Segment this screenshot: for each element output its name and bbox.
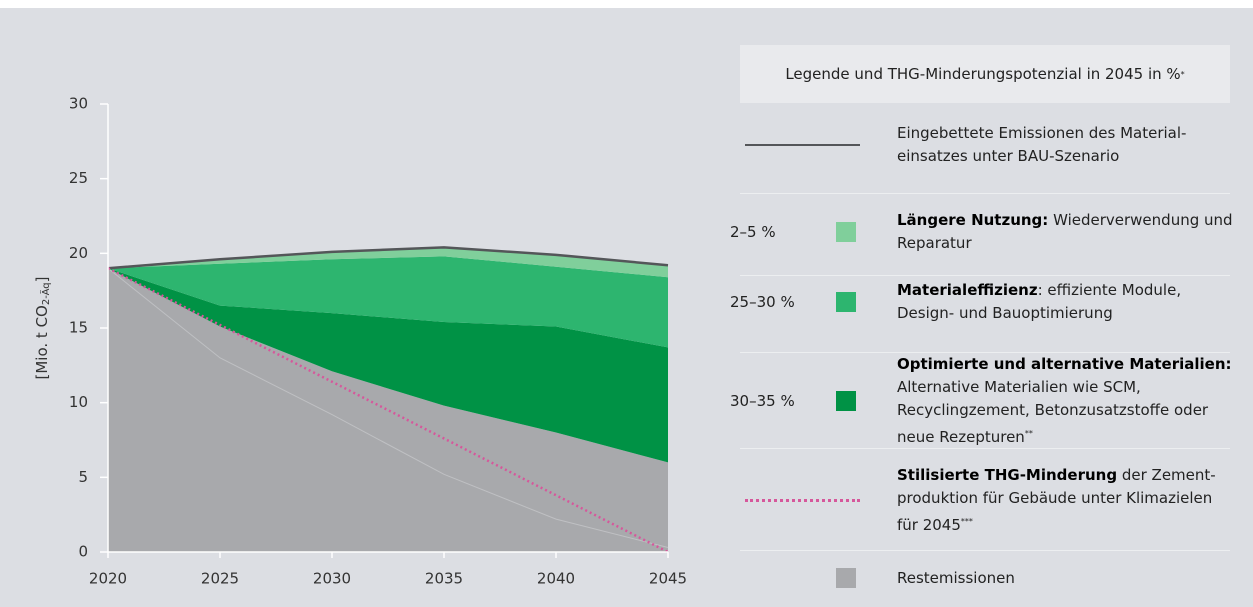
y-axis-label-text: [Mio. t CO (33, 305, 51, 379)
y-tick-label: 10 (69, 393, 88, 411)
legend-text: Optimierte und alternative Materialien: … (897, 353, 1237, 449)
legend-swatch-line (745, 144, 860, 146)
x-tick-label: 2035 (425, 570, 463, 588)
legend-range: 30–35 % (730, 392, 795, 410)
y-tick-label: 25 (69, 169, 88, 187)
legend-text: Stilisierte THG-Minderung der Zement­pro… (897, 464, 1237, 537)
legend-name: Materialeffizienz (897, 281, 1038, 299)
x-tick-label: 2020 (89, 570, 127, 588)
y-tick-label: 5 (78, 468, 88, 486)
y-tick-label: 30 (69, 95, 88, 113)
legend-range: 25–30 % (730, 293, 795, 311)
y-axis-label-end: ] (33, 277, 51, 283)
legend-title: Legende und THG-Minderungspotenzial in 2… (785, 65, 1181, 83)
x-tick-label: 2040 (537, 570, 575, 588)
area (108, 268, 668, 463)
legend-description: Wiederver­wendung und Reparatur (897, 211, 1233, 252)
legend-range: 2–5 % (730, 223, 776, 241)
legend-separator (740, 352, 1230, 353)
x-tick-label: 2025 (201, 570, 239, 588)
legend-swatch (836, 222, 856, 242)
legend-swatch (836, 292, 856, 312)
legend-swatch (836, 568, 856, 588)
legend-description: Alternative Materialien wie SCM, Recycli… (897, 378, 1209, 446)
legend-swatch (836, 391, 856, 411)
legend-swatch-line (745, 499, 860, 502)
y-axis-label-sub: 2-Äq (39, 282, 52, 305)
legend-text: Restemissionen (897, 567, 1237, 590)
legend-note: *** (960, 516, 973, 526)
legend-separator (740, 193, 1230, 194)
y-axis-label: [Mio. t CO2-Äq] (33, 277, 53, 380)
legend-title-mark: * (1180, 69, 1185, 79)
line (107, 267, 669, 549)
legend-separator (740, 550, 1230, 551)
line (107, 246, 669, 270)
legend-description: : effiziente Module, Design- und Bauopti… (897, 281, 1182, 322)
x-tick-label: 2045 (649, 570, 687, 588)
legend-separator (740, 448, 1230, 449)
x-tick-label: 2030 (313, 570, 351, 588)
legend-text: Materialeffizienz: effiziente Module, De… (897, 279, 1237, 325)
legend-text: Längere Nutzung: Wiederver­wendung und R… (897, 209, 1237, 255)
legend-note: ** (1024, 429, 1033, 438)
legend-separator (740, 275, 1230, 276)
legend-name: Längere Nutzung: (897, 211, 1049, 229)
legend-text: Eingebettete Emissionen des Material­ein… (897, 122, 1237, 168)
area (108, 256, 668, 348)
legend-description: der Zement­produktion für Gebäude unter … (897, 465, 1216, 534)
legend-name: Optimierte und alternative Materialien: (897, 355, 1232, 373)
legend-name: Eingebettete Emissionen des Material­ein… (897, 124, 1187, 165)
legend-name: Restemissionen (897, 568, 1015, 587)
y-tick-label: 20 (69, 244, 88, 262)
y-tick-label: 0 (78, 543, 88, 561)
legend-name: Stilisierte THG-Minderung (897, 465, 1118, 484)
area (108, 247, 668, 278)
top-bar (0, 0, 1253, 8)
legend-header: Legende und THG-Minderungspotenzial in 2… (740, 45, 1230, 103)
y-tick-label: 15 (69, 319, 88, 337)
